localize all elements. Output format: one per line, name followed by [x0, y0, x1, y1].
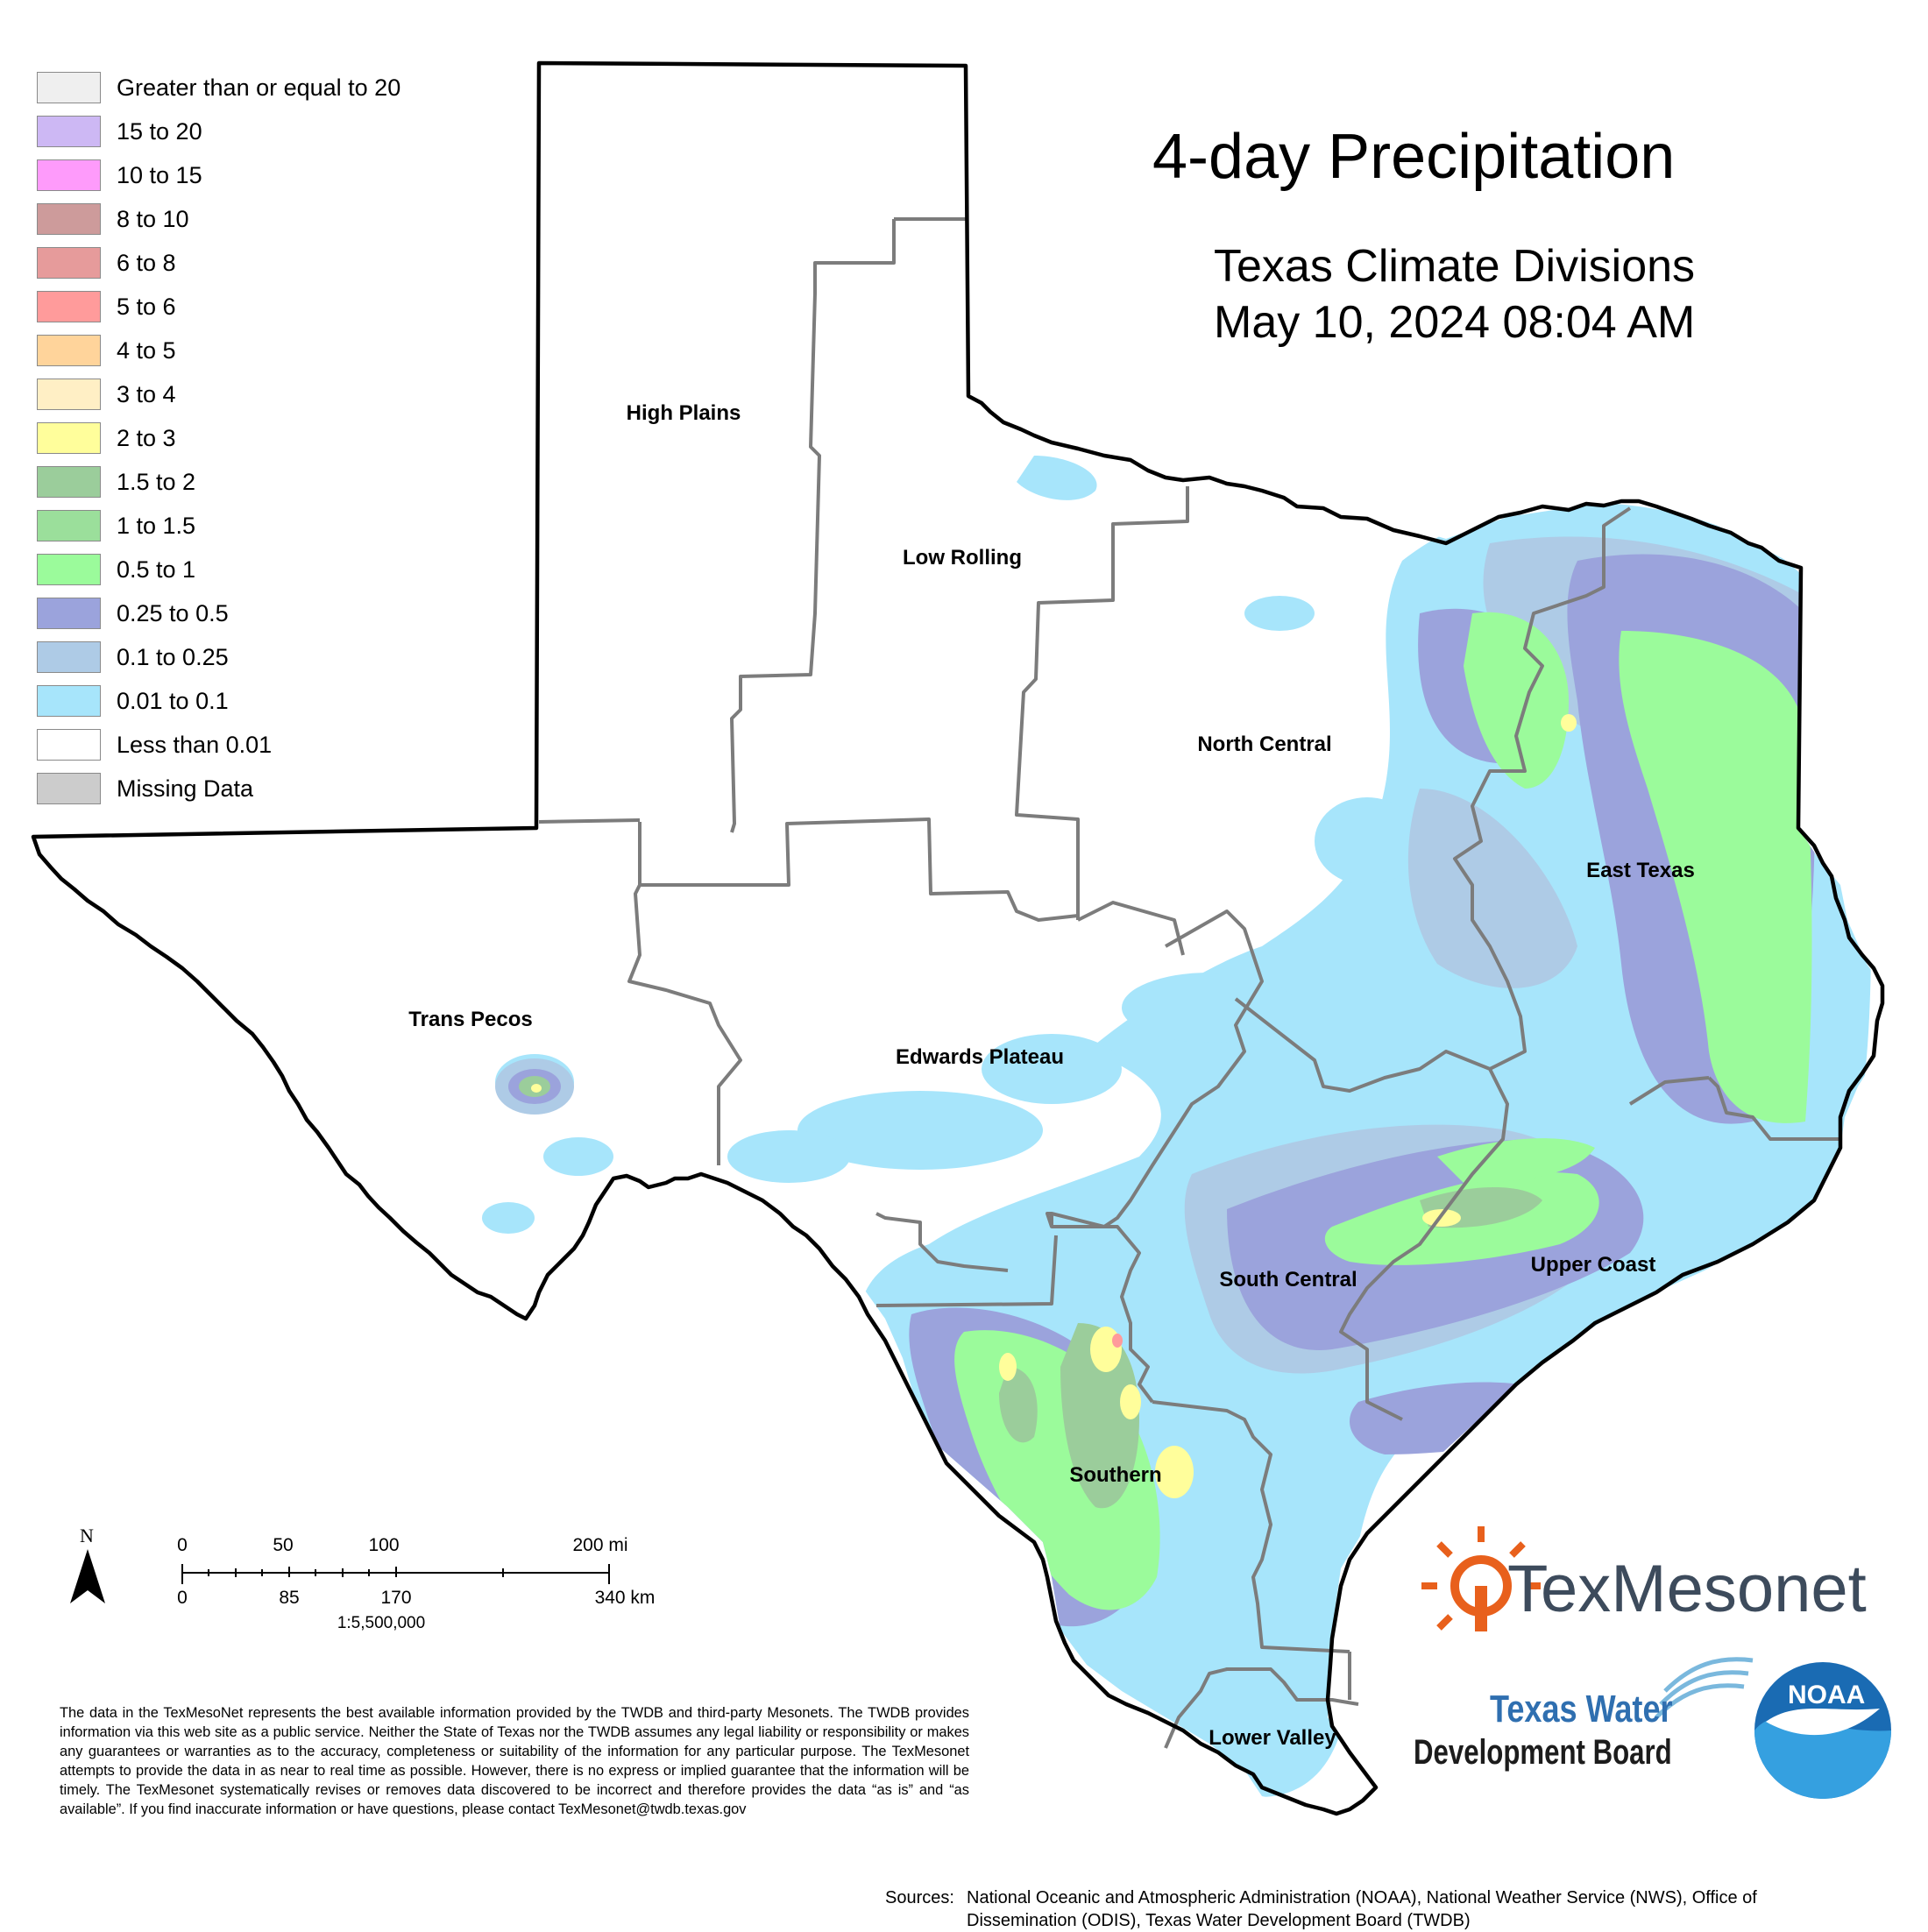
- legend-swatch: [37, 641, 101, 673]
- legend-item: 0.1 to 0.25: [37, 641, 528, 676]
- scale-km-85: 85: [279, 1588, 300, 1608]
- noaa-logo-icon: [1754, 1662, 1891, 1799]
- legend-item: 0.01 to 0.1: [37, 685, 528, 720]
- legend-swatch: [37, 159, 101, 191]
- legend-item: 15 to 20: [37, 116, 528, 151]
- trans-pecos-storm-cell: [495, 1058, 574, 1115]
- legend-item: 1 to 1.5: [37, 510, 528, 545]
- scale-ratio: 1:5,500,000: [337, 1614, 426, 1632]
- legend-label: 15 to 20: [117, 118, 202, 145]
- scale-bar: [181, 1564, 610, 1584]
- legend-swatch: [37, 116, 101, 147]
- legend-swatch: [37, 510, 101, 541]
- legend-label: Greater than or equal to 20: [117, 74, 401, 101]
- legend-item: Less than 0.01: [37, 729, 528, 764]
- region-label-upper-coast: Upper Coast: [1530, 1253, 1656, 1277]
- twdb-logo-line2: Development Board: [1414, 1733, 1672, 1772]
- legend-swatch: [37, 466, 101, 498]
- legend-item: 0.25 to 0.5: [37, 598, 528, 633]
- legend-label: Missing Data: [117, 775, 254, 802]
- legend-item: 8 to 10: [37, 203, 528, 238]
- legend-label: 6 to 8: [117, 250, 176, 276]
- legend-swatch: [37, 685, 101, 717]
- legend-item: Missing Data: [37, 773, 528, 808]
- legend-item: 1.5 to 2: [37, 466, 528, 501]
- legend-label: 5 to 6: [117, 294, 176, 320]
- precip-1-inch-areas: [999, 1187, 1542, 1509]
- legend-item: 10 to 15: [37, 159, 528, 195]
- legend-swatch: [37, 291, 101, 322]
- sources-label: Sources:: [885, 1888, 954, 1907]
- region-label-east-texas: East Texas: [1586, 859, 1695, 882]
- legend-swatch: [37, 203, 101, 235]
- map-title: 4-day Precipitation: [1152, 122, 1676, 192]
- legend-item: 6 to 8: [37, 247, 528, 282]
- legend-label: 0.01 to 0.1: [117, 688, 229, 714]
- legend-label: 3 to 4: [117, 381, 176, 407]
- texas-state-outline: [31, 60, 1885, 1816]
- legend-item: 4 to 5: [37, 335, 528, 370]
- climate-division-boundaries: [538, 217, 1840, 1749]
- scale-mi-200: 200 mi: [572, 1535, 628, 1555]
- scale-mi-0: 0: [177, 1535, 188, 1555]
- legend-label: 10 to 15: [117, 162, 202, 188]
- region-label-north-central: North Central: [1197, 732, 1332, 756]
- legend-label: 1 to 1.5: [117, 513, 196, 539]
- legend-item: Greater than or equal to 20: [37, 72, 528, 107]
- region-label-low-rolling: Low Rolling: [903, 546, 1022, 570]
- legend-label: 0.5 to 1: [117, 556, 196, 583]
- texmesonet-logo-icon: [1421, 1526, 1541, 1631]
- north-label: N: [80, 1525, 94, 1546]
- legend-swatch: [37, 554, 101, 585]
- precip-4-inch-areas: [1112, 1334, 1123, 1348]
- scale-mi-50: 50: [273, 1535, 294, 1555]
- north-arrow-icon: [70, 1549, 105, 1603]
- legend-item: 5 to 6: [37, 291, 528, 326]
- twdb-logo-icon: [1655, 1657, 1754, 1719]
- legend-label: Less than 0.01: [117, 732, 273, 758]
- region-label-trans-pecos: Trans Pecos: [408, 1008, 533, 1031]
- legend-swatch: [37, 335, 101, 366]
- region-label-south-central: South Central: [1219, 1268, 1357, 1292]
- legend-item: 3 to 4: [37, 379, 528, 414]
- legend-label: 4 to 5: [117, 337, 176, 364]
- scale-km-170: 170: [380, 1588, 412, 1608]
- scale-km-0: 0: [177, 1588, 188, 1608]
- legend-swatch: [37, 379, 101, 410]
- noaa-logo-text: NOAA: [1788, 1681, 1866, 1709]
- map-subtitle: Texas Climate Divisions May 10, 2024 08:…: [1214, 238, 1695, 350]
- scale-km-340: 340 km: [594, 1588, 656, 1608]
- legend-swatch: [37, 72, 101, 103]
- subtitle-date: May 10, 2024 08:04 AM: [1214, 297, 1696, 348]
- legend-swatch: [37, 422, 101, 454]
- region-label-southern: Southern: [1069, 1463, 1162, 1487]
- legend-label: 2 to 3: [117, 425, 176, 451]
- texmesonet-logo-text: TexMesonet: [1507, 1552, 1867, 1626]
- region-label-edwards-plateau: Edwards Plateau: [895, 1045, 1065, 1069]
- legend-swatch: [37, 729, 101, 761]
- subtitle-divisions: Texas Climate Divisions: [1214, 241, 1696, 292]
- region-label-lower-valley: Lower Valley: [1209, 1726, 1336, 1750]
- sources-text: National Oceanic and Atmospheric Adminis…: [967, 1888, 1757, 1930]
- scale-mi-100: 100: [368, 1535, 400, 1555]
- legend-swatch: [37, 773, 101, 804]
- disclaimer-text: The data in the TexMesoNet represents th…: [60, 1705, 969, 1817]
- legend-label: 0.25 to 0.5: [117, 600, 229, 626]
- legend-item: 2 to 3: [37, 422, 528, 457]
- legend-swatch: [37, 247, 101, 279]
- legend-label: 1.5 to 2: [117, 469, 196, 495]
- legend-swatch: [37, 598, 101, 629]
- region-label-high-plains: High Plains: [626, 401, 741, 425]
- twdb-logo-line1: Texas Water: [1490, 1688, 1673, 1730]
- legend-label: 0.1 to 0.25: [117, 644, 229, 670]
- legend-item: 0.5 to 1: [37, 554, 528, 589]
- legend-label: 8 to 10: [117, 206, 189, 232]
